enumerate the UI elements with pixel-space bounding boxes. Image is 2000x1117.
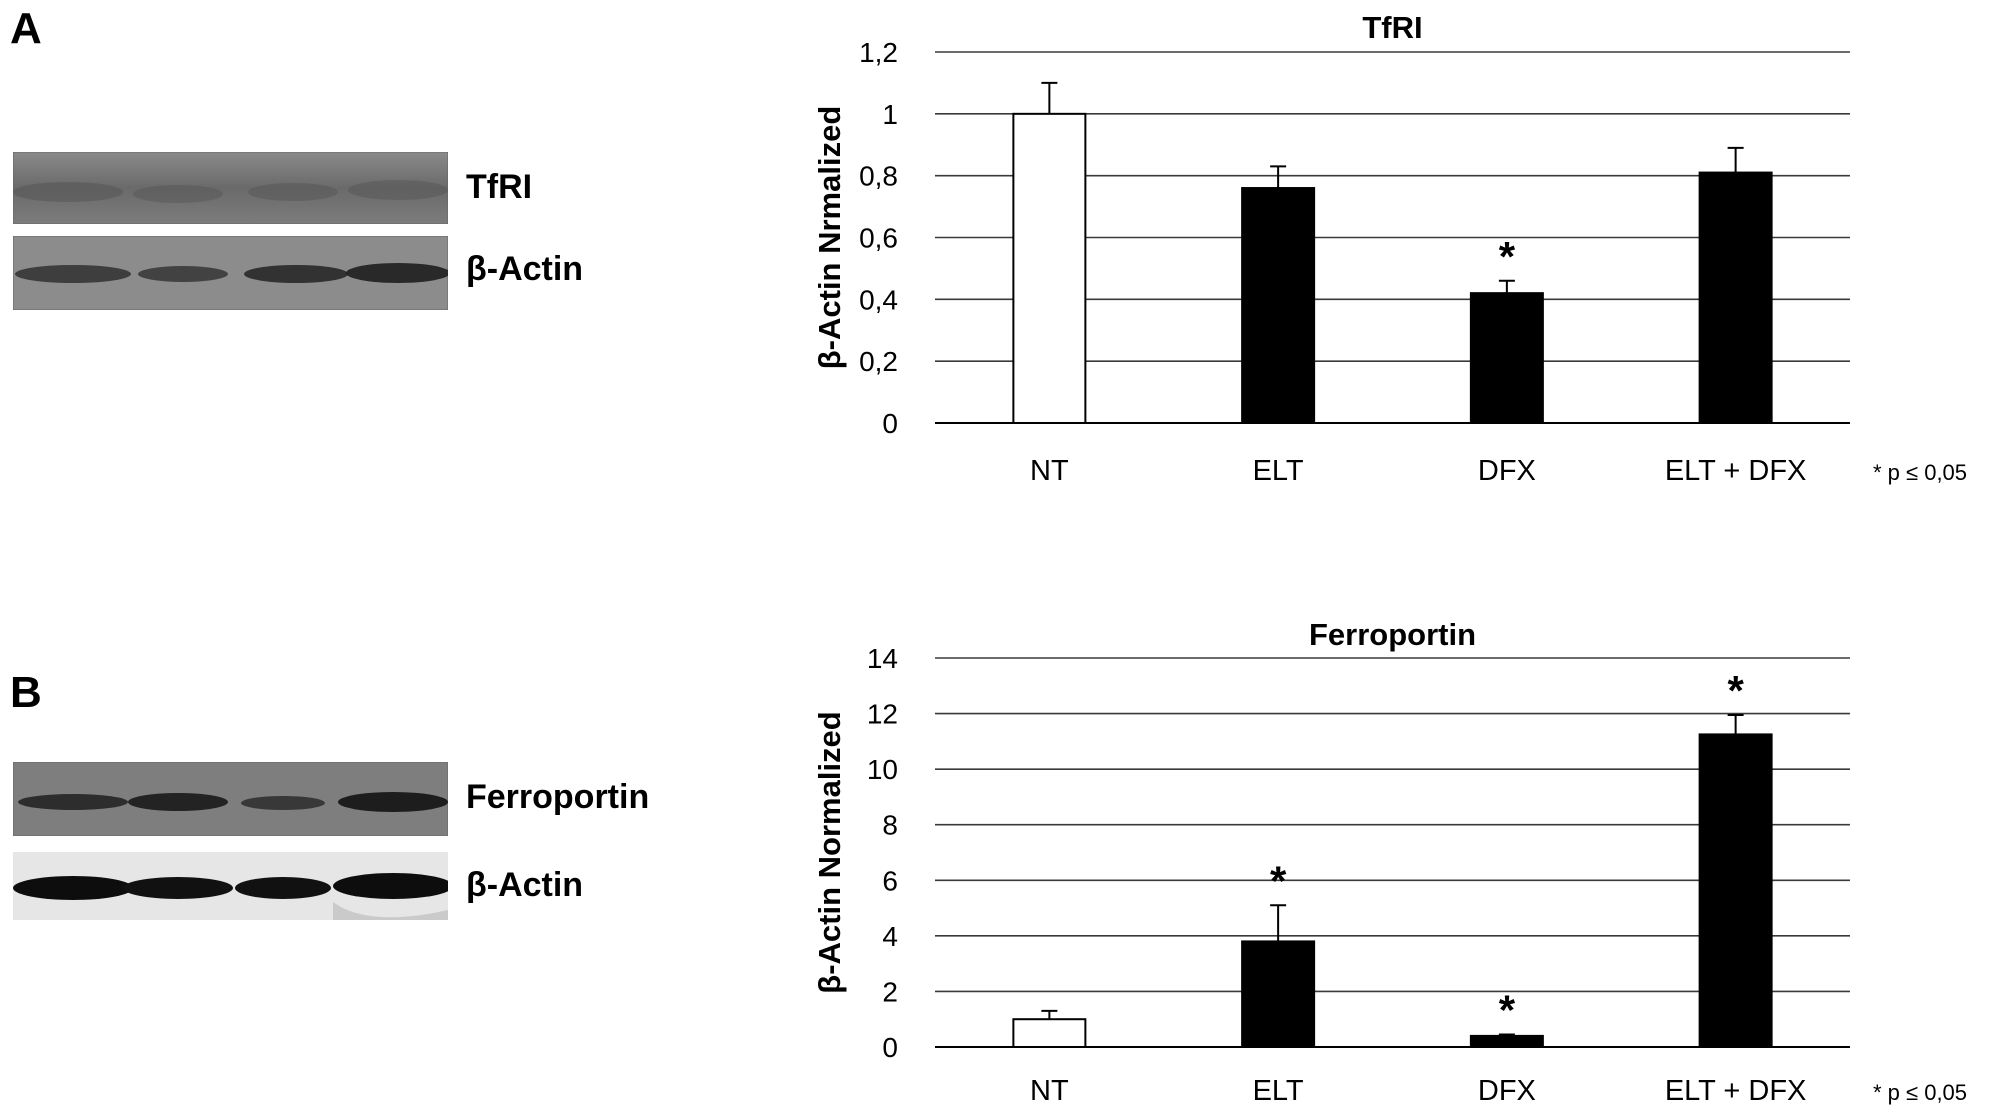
y-axis-label: β-Actin Nrmalized <box>812 106 847 370</box>
y-tick-label: 8 <box>882 810 898 841</box>
actin-blot-a-label: β-Actin <box>466 250 584 288</box>
y-tick-label: 1,2 <box>859 37 898 68</box>
y-tick-label: 4 <box>882 921 898 952</box>
x-category-label: ELT <box>1253 1075 1304 1107</box>
ferroportin-blot-image <box>13 762 448 836</box>
x-category-label: DFX <box>1478 1075 1536 1107</box>
bar-elt <box>1241 940 1316 1048</box>
y-tick-label: 0,8 <box>859 161 898 192</box>
y-tick-label: 0,4 <box>859 284 898 315</box>
actin-blot-b-image <box>13 852 448 920</box>
bar-elt-dfx <box>1698 733 1773 1049</box>
x-category-label: ELT <box>1253 455 1304 487</box>
significance-asterisk: * <box>1499 986 1516 1033</box>
significance-asterisk: * <box>1727 667 1744 714</box>
y-tick-label: 12 <box>867 699 898 730</box>
x-category-label: DFX <box>1478 455 1536 487</box>
y-tick-label: 0 <box>882 1032 898 1063</box>
bar-elt-dfx <box>1698 171 1773 424</box>
y-tick-label: 6 <box>882 865 898 896</box>
y-tick-label: 2 <box>882 976 898 1007</box>
y-tick-label: 0 <box>882 408 898 439</box>
significance-footnote: * p ≤ 0,05 <box>1873 1080 1967 1105</box>
y-tick-label: 0,6 <box>859 223 898 254</box>
significance-asterisk: * <box>1499 233 1516 280</box>
x-category-label: ELT + DFX <box>1665 455 1807 487</box>
panel-b-letter: B <box>10 668 42 717</box>
chart-title: Ferroportin <box>1309 617 1476 652</box>
x-category-label: NT <box>1030 1075 1069 1107</box>
y-tick-label: 10 <box>867 754 898 785</box>
actin-blot-a-image <box>13 236 448 310</box>
bar-nt <box>1012 1018 1087 1049</box>
bar-dfx <box>1469 292 1544 424</box>
bar-nt <box>1012 112 1087 424</box>
tfri-blot-image <box>13 152 448 224</box>
panel-a-letter: A <box>10 4 42 53</box>
x-category-label: ELT + DFX <box>1665 1075 1807 1107</box>
y-tick-label: 14 <box>867 643 898 674</box>
ferroportin-blot-label: Ferroportin <box>466 778 650 816</box>
ferroportin-chart: Ferroportin 0 2 4 6 8 10 12 14 β-Actin Normalized… <box>812 617 1967 1107</box>
significance-asterisk: * <box>1270 857 1287 904</box>
bar-dfx <box>1469 1034 1544 1048</box>
significance-footnote: * p ≤ 0,05 <box>1873 460 1967 485</box>
chart-title: TfRI <box>1362 10 1422 45</box>
tfri-blot-label: TfRI <box>466 168 533 206</box>
x-category-label: NT <box>1030 455 1069 487</box>
actin-blot-b-label: β-Actin <box>466 866 584 904</box>
tfri-chart: TfRI 0 0,2 0,4 0,6 0,8 1 1,2 β-Actin Nrmalized NT… <box>812 10 1967 487</box>
y-axis-label: β-Actin Normalized <box>812 711 847 993</box>
y-tick-label: 1 <box>882 99 898 130</box>
bar-elt <box>1241 187 1316 424</box>
y-tick-label: 0,2 <box>859 346 898 377</box>
